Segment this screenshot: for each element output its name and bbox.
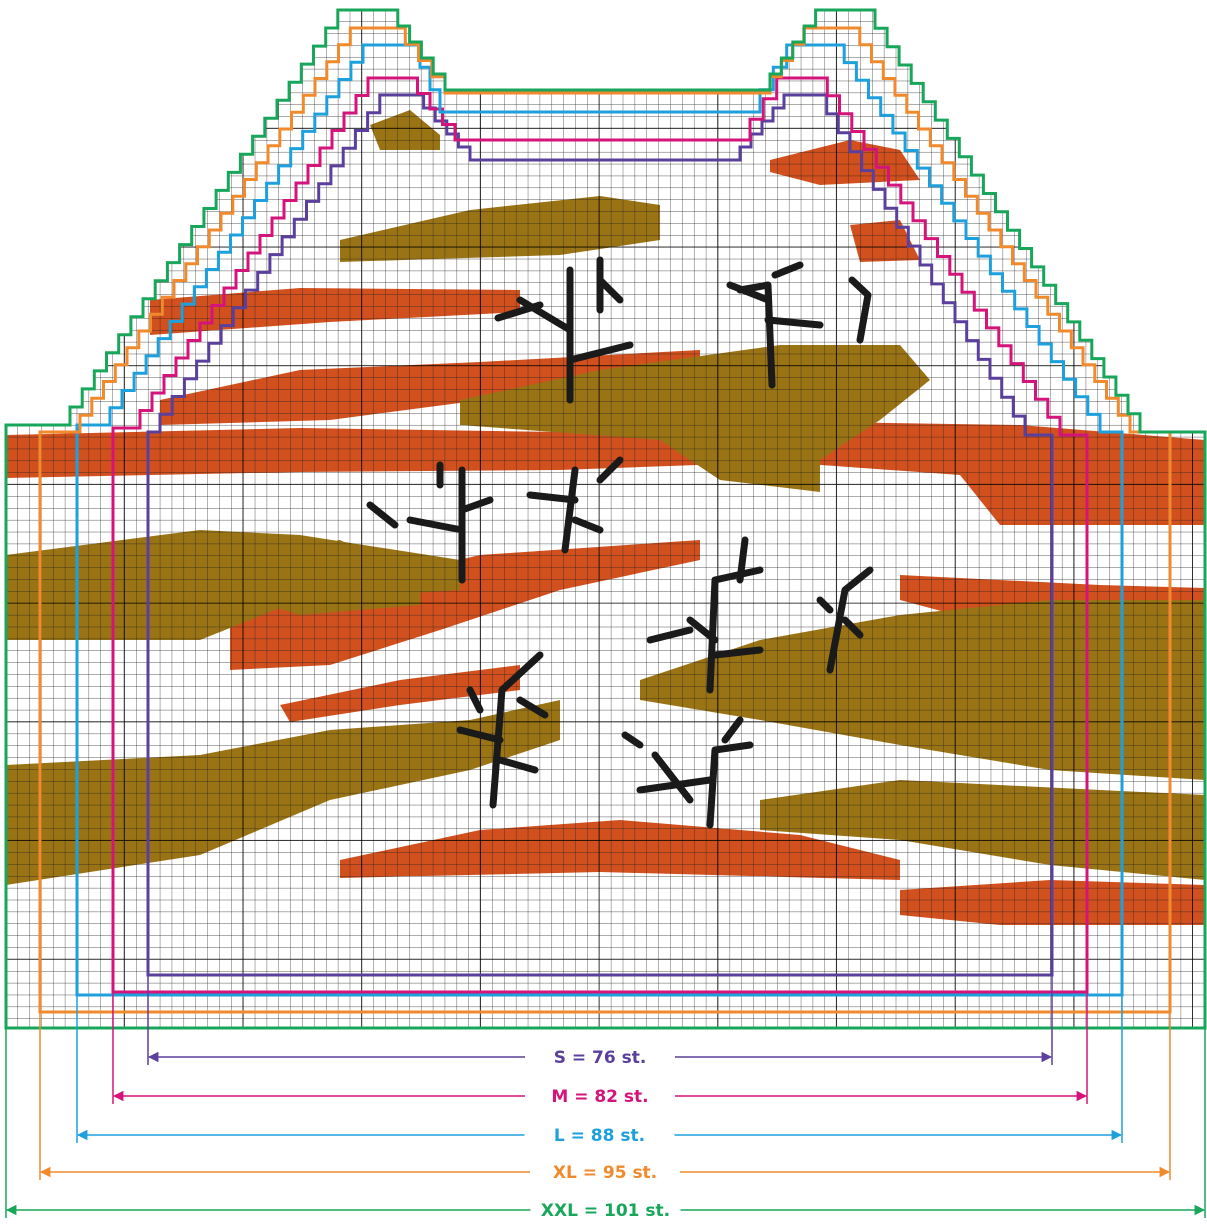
size-outline	[38, 26, 1172, 1014]
size-label: XL = 95 st.	[553, 1163, 657, 1183]
size-label: XXL = 101 st.	[541, 1201, 670, 1221]
size-outline	[111, 76, 1089, 994]
size-label: S = 76 st.	[554, 1048, 647, 1068]
size-dimensions: S = 76 st. M = 82 st. L = 88 st. XL = 95 st…	[5, 975, 1206, 1221]
size-label: L = 88 st.	[554, 1126, 645, 1146]
size-label: M = 82 st.	[551, 1087, 648, 1107]
size-outline	[4, 8, 1207, 1030]
size-outline	[75, 43, 1124, 997]
size-outline	[146, 93, 1054, 977]
chart-body	[6, 10, 1205, 1028]
trees	[366, 256, 874, 829]
size-outlines	[4, 8, 1207, 1030]
